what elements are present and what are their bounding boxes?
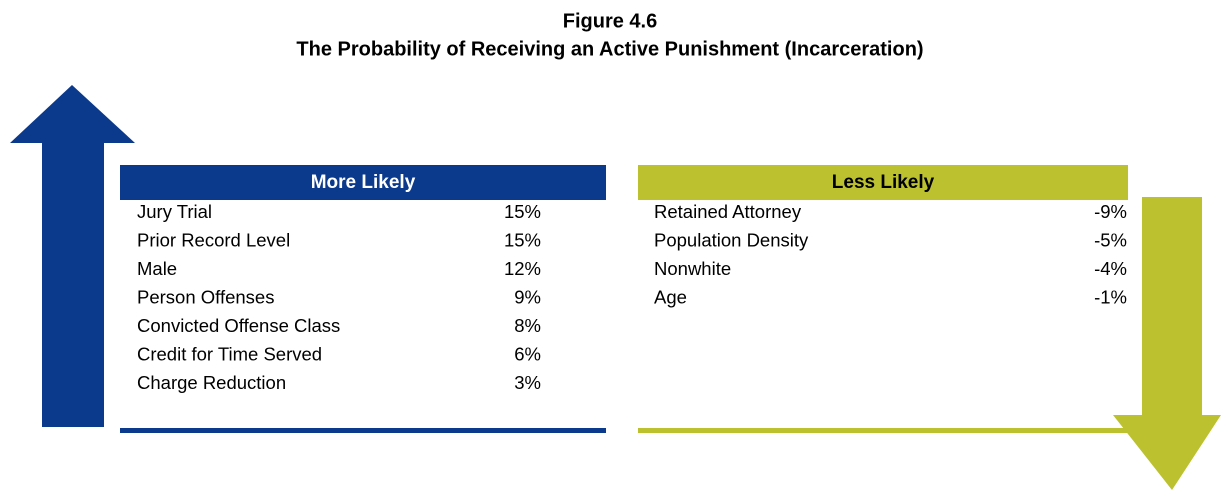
- row-label: Credit for Time Served: [137, 343, 322, 364]
- row-value: 9%: [514, 286, 541, 307]
- row-label: Age: [654, 286, 687, 307]
- row-value: 15%: [504, 229, 541, 250]
- row-label: Jury Trial: [137, 201, 212, 222]
- row-label: Retained Attorney: [654, 201, 802, 222]
- row-label: Convicted Offense Class: [137, 315, 340, 336]
- row-label: Charge Reduction: [137, 372, 286, 393]
- table-heading: Less Likely: [832, 172, 935, 193]
- row-value: -5%: [1094, 229, 1127, 250]
- row-label: Prior Record Level: [137, 229, 290, 250]
- table-heading: More Likely: [311, 172, 416, 193]
- row-value: 6%: [514, 343, 541, 364]
- row-value: 15%: [504, 201, 541, 222]
- row-value: 12%: [504, 258, 541, 279]
- row-value: -1%: [1094, 286, 1127, 307]
- row-label: Nonwhite: [654, 258, 731, 279]
- row-label: Population Density: [654, 229, 809, 250]
- table-bottom-rule: [638, 428, 1128, 433]
- table-header: [120, 165, 606, 200]
- row-value: -9%: [1094, 201, 1127, 222]
- row-label: Male: [137, 258, 177, 279]
- table-bottom-rule: [120, 428, 606, 433]
- row-value: 3%: [514, 372, 541, 393]
- row-value: -4%: [1094, 258, 1127, 279]
- row-value: 8%: [514, 315, 541, 336]
- figure-subtitle: The Probability of Receiving an Active P…: [296, 38, 923, 60]
- row-label: Person Offenses: [137, 286, 274, 307]
- table-header: [638, 165, 1128, 200]
- down-arrow: [1113, 197, 1221, 490]
- up-arrow: [10, 85, 135, 427]
- figure-title: Figure 4.6: [563, 10, 657, 32]
